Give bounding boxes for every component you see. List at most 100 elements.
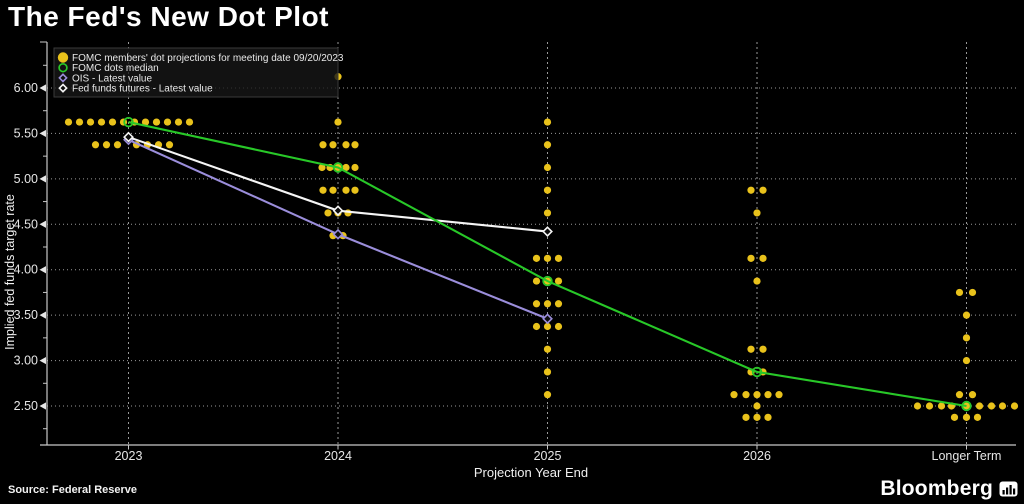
fomc-dot <box>554 277 563 285</box>
fomc-dot <box>91 141 100 149</box>
fomc-dot <box>532 277 541 285</box>
fomc-dot <box>962 311 971 319</box>
fomc-dot <box>543 254 552 262</box>
bar-chart-icon <box>999 481 1018 496</box>
fomc-dot <box>962 356 971 365</box>
fomc-dot <box>955 391 964 399</box>
fomc-dot <box>554 322 563 331</box>
median-marker <box>123 116 134 128</box>
fomc-dot <box>987 402 996 410</box>
legend-label: FOMC members' dot projections for meetin… <box>72 53 344 64</box>
fomc-dot <box>324 209 332 217</box>
fomc-dot <box>742 391 750 399</box>
x-tick-label: 2025 <box>534 449 562 463</box>
legend: FOMC members' dot projections for meetin… <box>53 47 344 98</box>
fed-funds-futures-latest-value-line <box>123 131 553 237</box>
y-tick-label: 4.00 <box>14 263 38 277</box>
legend-marker-dot <box>57 52 69 63</box>
bloomberg-wordmark: Bloomberg <box>880 477 993 500</box>
fomc-dot <box>543 391 552 399</box>
icon-bar <box>1009 484 1012 494</box>
y-tick-label: 3.50 <box>14 308 38 322</box>
fomc-dot <box>165 141 174 149</box>
fomc-dot <box>543 163 552 172</box>
fomc-dot <box>163 118 172 126</box>
fomc-dot <box>764 413 772 421</box>
latest-value-marker <box>332 228 344 240</box>
fomc-dot <box>913 402 922 410</box>
fomc-dot <box>759 254 767 262</box>
page-title: The Fed's New Dot Plot <box>8 1 330 32</box>
fomc-dot <box>759 345 767 353</box>
fomc-dot <box>975 402 984 410</box>
fomc-dot <box>742 413 750 421</box>
axes <box>40 41 1016 446</box>
fomc-dot <box>968 391 977 399</box>
fomc-dot <box>318 163 326 172</box>
fomc-dots-median-line <box>123 116 972 412</box>
x-tick-label: 2026 <box>743 449 771 463</box>
fomc-dot <box>543 141 552 149</box>
fomc-dot <box>730 391 738 399</box>
bloomberg-logo: Bloomberg <box>880 477 1018 501</box>
x-tick-label: Longer Term <box>932 449 1002 463</box>
fomc-dot <box>543 118 552 126</box>
icon-bar <box>1006 487 1009 494</box>
fomc-dot <box>108 118 117 126</box>
y-tick-arrow <box>39 175 46 183</box>
legend-box <box>53 47 339 98</box>
fomc-dot <box>351 163 359 172</box>
y-tick-arrow <box>39 220 46 228</box>
fomc-dot <box>532 322 541 331</box>
y-tick-label: 2.50 <box>14 399 38 413</box>
fomc-dot <box>532 300 541 308</box>
x-grid-and-ticks: 2023 2024 2025 2026 Longer Term <box>115 42 1002 463</box>
y-tick-arrow <box>39 129 46 138</box>
x-tick-label: 2023 <box>115 449 143 463</box>
fomc-dot <box>152 118 161 126</box>
median-marker <box>542 275 553 287</box>
fomc-dot <box>185 118 194 126</box>
fomc-dot <box>97 118 106 126</box>
fomc-dots-layer <box>64 73 1019 421</box>
y-tick-label: 5.50 <box>14 126 38 140</box>
fomc-dot <box>351 186 359 194</box>
y-tick-arrow <box>39 84 46 92</box>
fomc-dot <box>174 118 183 126</box>
fomc-dot <box>329 186 337 194</box>
x-axis-title: Projection Year End <box>474 465 588 480</box>
latest-value-marker <box>332 205 344 217</box>
fomc-dot <box>543 322 552 331</box>
median-marker <box>961 400 972 412</box>
legend-label: FOMC dots median <box>72 63 159 74</box>
fomc-dot <box>141 118 150 126</box>
fomc-dot <box>753 209 761 217</box>
latest-value-marker <box>542 313 553 325</box>
fomc-dot <box>75 118 84 126</box>
fomc-dot <box>319 186 327 194</box>
icon-bar <box>1002 489 1005 494</box>
fomc-dot <box>925 402 934 410</box>
series-path <box>128 121 967 408</box>
y-grid-and-ticks: 6.00 5.50 5.00 4.50 4.00 3.50 3.00 2.50 <box>14 64 1016 430</box>
fomc-dot <box>962 413 971 421</box>
legend-marker-futures <box>58 83 68 93</box>
legend-marker-ois <box>58 73 68 83</box>
fomc-dot <box>319 141 327 149</box>
latest-value-marker <box>123 131 134 143</box>
fomc-dot <box>543 186 552 194</box>
x-tick-label: 2024 <box>324 449 352 463</box>
fomc-dot <box>351 141 359 149</box>
fomc-dot <box>543 209 552 217</box>
y-tick-label: 3.00 <box>14 354 38 368</box>
y-tick-label: 5.00 <box>14 172 38 186</box>
fomc-dot <box>759 186 767 194</box>
legend-marker-median <box>58 62 68 73</box>
fomc-dot <box>329 141 337 149</box>
fomc-dot <box>554 300 563 308</box>
fomc-dot <box>775 391 783 399</box>
y-tick-arrow <box>39 311 46 319</box>
fomc-dot <box>342 141 350 149</box>
fomc-dot <box>753 277 761 285</box>
